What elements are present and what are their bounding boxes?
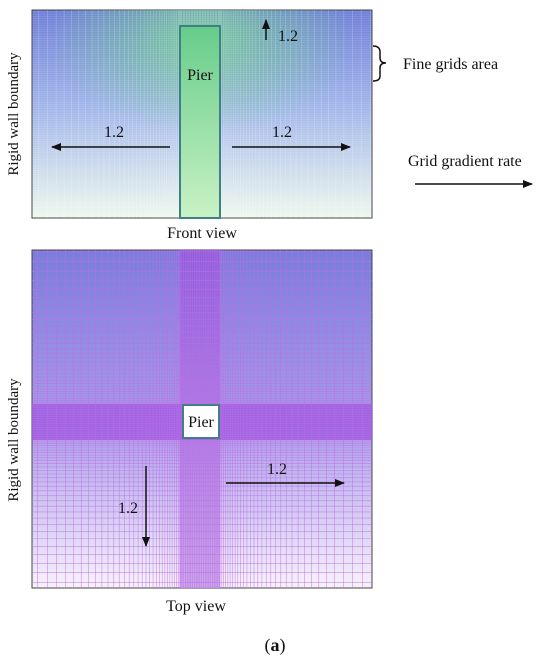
top-down-rate: 1.2 (118, 500, 138, 517)
front-pier-label: Pier (187, 67, 213, 84)
panel-label: (a) (265, 635, 286, 656)
top-pier-label: Pier (188, 414, 214, 431)
legend: Fine grids area Grid gradient rate (372, 45, 533, 188)
top-right-rate: 1.2 (267, 461, 287, 478)
front-view-caption: Front view (167, 225, 237, 242)
front-view-panel: Pier 1.2 1.2 1.2 Rigid wall boundary Fro… (6, 9, 373, 242)
front-right-rate: 1.2 (272, 124, 292, 141)
front-up-rate: 1.2 (278, 28, 298, 45)
top-pier (182, 404, 220, 439)
fine-grids-brace (372, 45, 387, 82)
panel-label-open: ( (265, 635, 271, 656)
gradient-label: Grid gradient rate (408, 153, 522, 170)
front-left-rate: 1.2 (104, 124, 124, 141)
panel-label-letter: a (271, 635, 280, 655)
fine-grids-label: Fine grids area (403, 56, 498, 73)
front-pier (179, 25, 221, 219)
front-side-label: Rigid wall boundary (6, 52, 22, 176)
top-view-panel: Pier 1.2 1.2 Rigid wall boundary Top vie… (6, 249, 373, 615)
top-side-label: Rigid wall boundary (6, 378, 22, 502)
top-view-caption: Top view (166, 598, 226, 615)
panel-label-close: ) (280, 635, 286, 656)
